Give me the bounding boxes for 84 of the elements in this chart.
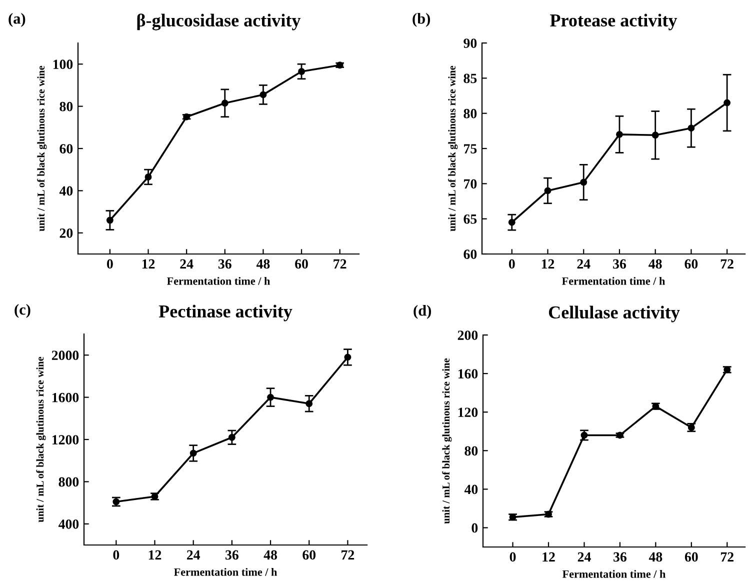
y-tick-label: 90 <box>464 38 477 48</box>
y-tick-label: 20 <box>60 228 73 238</box>
y-axis-title: unit / mL of black glutinous rice wine <box>37 66 47 232</box>
y-tick-label: 65 <box>464 214 477 224</box>
point <box>652 132 659 139</box>
y-axis-title: unit / mL of black glutinous rice wine <box>442 358 452 524</box>
point <box>344 354 352 361</box>
y-tick-label: 1200 <box>52 435 79 444</box>
point <box>688 124 695 132</box>
y-tick-label: 0 <box>472 523 478 533</box>
x-tick-label: 72 <box>334 259 346 268</box>
x-tick-label: 48 <box>648 552 662 562</box>
point <box>144 174 152 180</box>
x-tick-label: 48 <box>256 259 270 269</box>
x-tick-label: 0 <box>508 259 515 269</box>
x-tick-label: 0 <box>106 259 113 269</box>
point <box>106 216 114 224</box>
point <box>580 178 588 186</box>
x-tick-label: 72 <box>720 552 734 562</box>
chart-title: Cellulase activity <box>548 306 680 322</box>
x-axis-title: Fermentation time / h <box>174 568 278 576</box>
x-tick-label: 36 <box>226 550 238 560</box>
y-tick-label: 2000 <box>52 350 79 360</box>
x-tick-label: 24 <box>186 550 200 560</box>
x-tick-label: 72 <box>720 259 734 268</box>
x-axis-title: Fermentation time / h <box>562 277 666 285</box>
y-tick-label: 60 <box>464 250 477 259</box>
chart-title: Protease activity <box>550 14 678 30</box>
point <box>616 130 623 138</box>
y-tick-label: 100 <box>53 60 73 70</box>
point <box>221 100 228 107</box>
y-tick-label: 60 <box>60 144 73 154</box>
y-tick-label: 80 <box>60 102 73 112</box>
x-tick-label: 48 <box>264 550 278 560</box>
chart-title: Pectinase activity <box>158 304 292 322</box>
y-tick-label: 1600 <box>52 392 79 402</box>
y-tick-label: 70 <box>464 179 477 189</box>
point <box>508 218 516 226</box>
y-tick-label: 85 <box>464 74 477 84</box>
text: (b) <box>412 13 430 27</box>
point <box>724 99 731 106</box>
x-tick-label: 24 <box>577 259 590 268</box>
x-tick-label: 60 <box>295 259 308 269</box>
x-tick-label: 60 <box>684 259 698 269</box>
x-tick-label: 60 <box>302 550 316 560</box>
y-tick-label: 120 <box>458 408 478 418</box>
x-tick-label: 12 <box>542 259 554 268</box>
x-tick-label: 36 <box>218 259 232 269</box>
y-tick-label: 200 <box>458 330 478 340</box>
x-tick-label: 12 <box>542 552 555 562</box>
chart-title: β-glucosidase activity <box>137 14 301 30</box>
x-tick-label: 36 <box>613 259 626 269</box>
point <box>298 68 305 75</box>
x-axis-title: Fermentation time / h <box>562 570 666 578</box>
x-tick-label: 0 <box>510 552 516 562</box>
point <box>306 400 313 408</box>
x-tick-label: 12 <box>142 259 155 268</box>
y-tick-label: 40 <box>464 484 478 494</box>
y-tick-label: 400 <box>58 519 79 529</box>
point <box>267 394 274 401</box>
x-tick-label: 24 <box>578 552 591 562</box>
x-tick-label: 36 <box>614 552 626 562</box>
x-tick-label: 72 <box>342 550 354 560</box>
text: (d) <box>414 305 431 319</box>
y-tick-label: 75 <box>464 144 477 154</box>
point <box>544 187 552 194</box>
y-tick-label: 40 <box>59 186 73 196</box>
x-axis-title: Fermentation time / h <box>167 277 270 285</box>
point <box>190 450 197 457</box>
y-axis-title: unit / mL of black glutinous rice wine <box>448 66 458 232</box>
y-tick-label: 160 <box>458 369 478 378</box>
y-tick-label: 800 <box>58 477 79 487</box>
x-tick-label: 12 <box>148 550 162 560</box>
point <box>260 91 267 98</box>
x-tick-label: 0 <box>113 550 120 560</box>
y-axis-title: unit / mL of black glutinous rice wine <box>36 356 46 522</box>
point <box>228 434 236 441</box>
text: (c) <box>14 304 30 318</box>
y-tick-label: 80 <box>464 446 478 456</box>
x-tick-label: 60 <box>684 552 698 562</box>
x-tick-label: 48 <box>648 259 662 269</box>
x-tick-label: 24 <box>180 259 194 268</box>
text: (a) <box>8 13 26 27</box>
y-tick-label: 80 <box>464 108 477 118</box>
